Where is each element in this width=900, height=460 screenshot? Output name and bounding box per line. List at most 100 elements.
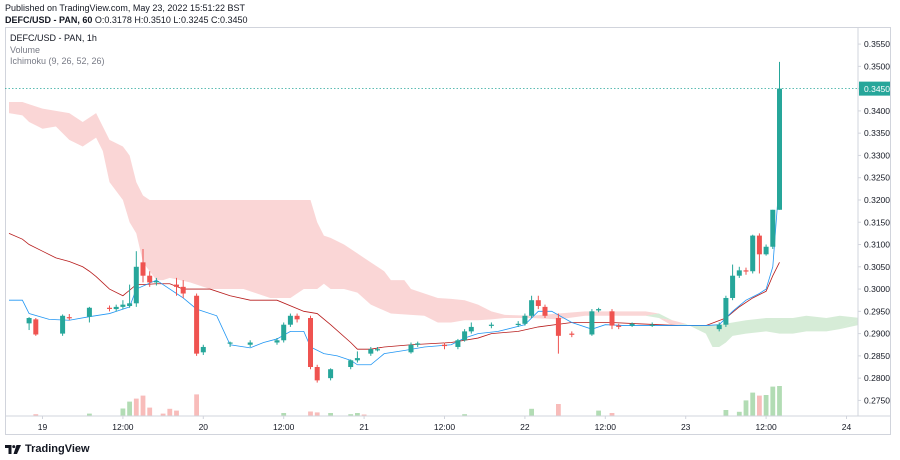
ichimoku-cloud-bullish <box>672 315 858 347</box>
price-tick-label: 0.3400 <box>864 106 890 116</box>
candle-body <box>750 235 756 272</box>
time-tick-label: 23 <box>681 422 691 432</box>
volume-bar <box>140 395 146 416</box>
candle-body <box>107 307 112 309</box>
symbol-interval: DEFC/USD - PAN, 60 <box>5 15 93 25</box>
candle-body <box>294 315 300 320</box>
chart-frame <box>5 27 891 435</box>
volume-bar <box>361 414 367 416</box>
candle-body <box>736 270 742 276</box>
price-tick-label: 0.3500 <box>864 61 890 71</box>
footer-brand[interactable]: TradingView <box>5 443 90 455</box>
candle-body <box>86 307 92 317</box>
last-price-label-bg <box>859 81 890 96</box>
time-tick-label: 20 <box>199 422 209 432</box>
volume-bar <box>763 395 769 416</box>
candle-body <box>66 317 72 319</box>
candle-body <box>180 286 186 294</box>
volume-bar <box>723 410 729 416</box>
volume-bar <box>777 386 782 416</box>
volume-bar <box>174 410 179 416</box>
legend-volume[interactable]: Volume <box>10 44 41 55</box>
candle-body <box>120 304 126 307</box>
time-tick-label: 24 <box>842 422 852 432</box>
price-tick-label: 0.3050 <box>864 262 890 272</box>
candle-body <box>354 358 360 361</box>
price-tick-label: 0.2750 <box>864 395 890 405</box>
plot-area <box>5 61 858 416</box>
price-tick-label: 0.2900 <box>864 329 890 339</box>
volume-bar <box>281 413 287 416</box>
candle-body <box>26 318 32 324</box>
candle-body <box>716 324 722 330</box>
time-tick-label: 12:00 <box>755 422 777 432</box>
volume-bar <box>596 410 601 416</box>
brand-name: TradingView <box>25 443 90 455</box>
ohlc-values: O:0.3178 H:0.3510 L:0.3245 C:0.3450 <box>94 15 248 25</box>
volume-bar <box>194 394 199 416</box>
volume-bar <box>314 412 320 416</box>
volume-bar <box>160 413 166 416</box>
candle-body <box>462 331 468 341</box>
chart-legend: DEFC/USD - PAN, 1h Volume Ichimoku (9, 2… <box>10 33 105 68</box>
ichimoku-cloud-bullish <box>839 319 858 330</box>
candle-body <box>348 360 354 368</box>
volume-bar <box>33 414 39 416</box>
volume-bar <box>529 408 534 416</box>
candle-body <box>616 325 622 327</box>
volume-bar <box>609 413 615 416</box>
legend-ichimoku[interactable]: Ichimoku (9, 26, 52, 26) <box>10 56 105 66</box>
volume-bar <box>355 413 360 416</box>
candle-body <box>60 315 66 334</box>
volume-bar <box>757 395 762 416</box>
candle-body <box>743 270 749 272</box>
top-header: Published on TradingView.com, May 23, 20… <box>5 3 248 25</box>
candle-body <box>408 344 414 353</box>
candle-body <box>777 88 782 210</box>
time-tick-label: 12:00 <box>595 422 617 432</box>
candle-body <box>127 303 133 306</box>
price-tick-label: 0.3350 <box>864 128 890 138</box>
candle-body <box>756 235 762 255</box>
candle-body <box>227 342 233 344</box>
time-tick-label: 21 <box>359 422 369 432</box>
candle-body <box>200 346 206 353</box>
candle-body <box>609 311 615 326</box>
candle-body <box>147 275 153 283</box>
volume-bar <box>147 407 153 416</box>
candle-body <box>569 333 575 335</box>
volume-bar <box>120 408 126 416</box>
candle-body <box>194 295 200 354</box>
candle-body <box>455 340 461 347</box>
time-tick-label: 12:00 <box>273 422 295 432</box>
volume-bar <box>127 401 132 416</box>
time-tick-label: 19 <box>38 422 48 432</box>
candle-body <box>174 284 179 287</box>
candle-body <box>281 324 287 341</box>
candle-body <box>287 315 293 325</box>
price-tick-label: 0.3000 <box>864 284 890 294</box>
candle-body <box>140 262 146 276</box>
legend-symbol[interactable]: DEFC/USD - PAN, 1h <box>10 33 97 43</box>
ichimoku-cloud-bearish <box>9 101 659 323</box>
symbol-ohlc-line: DEFC/USD - PAN, 60 O:0.3178 H:0.3510 L:0… <box>5 15 248 25</box>
candle-body <box>555 318 561 336</box>
candle-body <box>730 275 736 298</box>
candle-body <box>308 318 313 368</box>
volume-bar <box>462 414 467 416</box>
candle-body <box>522 315 528 324</box>
candle-body <box>113 306 119 310</box>
volume-bar <box>743 400 749 416</box>
candle-body <box>368 349 374 354</box>
price-tick-label: 0.3550 <box>864 39 890 49</box>
candle-body <box>723 297 729 325</box>
last-price-label: 0.3450 <box>864 84 890 94</box>
candle-body <box>535 300 541 306</box>
price-tick-label: 0.2850 <box>864 351 890 361</box>
candle-body <box>770 209 776 247</box>
candle-body <box>515 323 521 326</box>
volume-bar <box>736 411 742 416</box>
candle-body <box>596 309 602 311</box>
candle-body <box>629 323 635 326</box>
